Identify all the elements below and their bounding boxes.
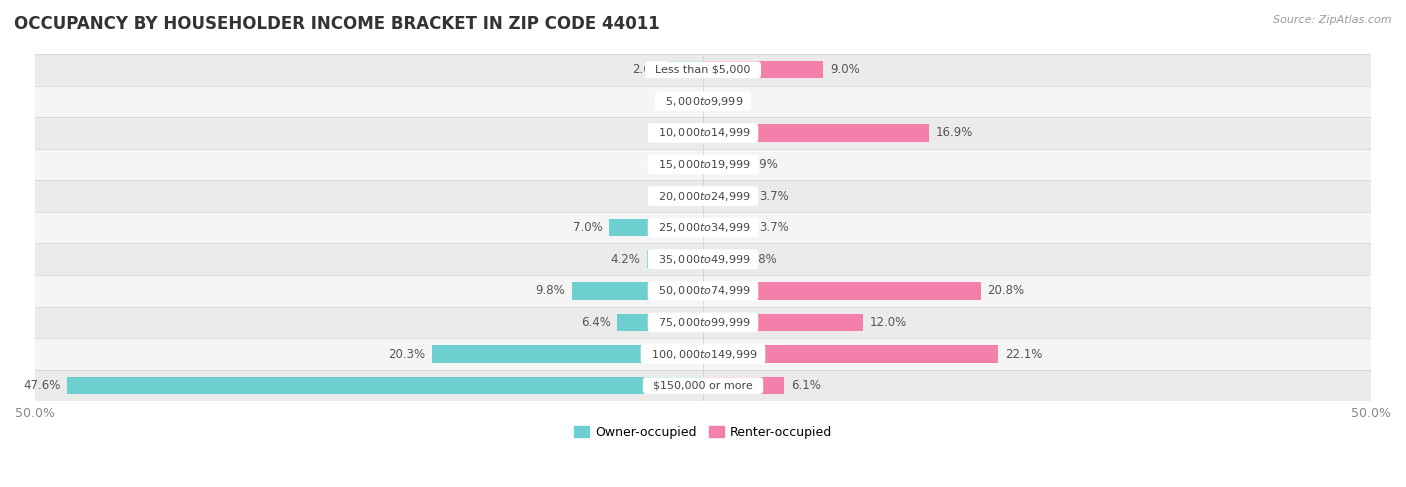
Bar [35,54,1371,86]
Bar [703,187,752,205]
Bar [67,377,703,394]
Text: 16.9%: 16.9% [935,127,973,139]
Text: 6.1%: 6.1% [792,379,821,392]
Text: $10,000 to $14,999: $10,000 to $14,999 [651,127,755,139]
Bar [572,282,703,300]
Bar [703,377,785,394]
Text: 20.8%: 20.8% [987,284,1025,298]
Text: $15,000 to $19,999: $15,000 to $19,999 [651,158,755,171]
Bar [35,370,1371,401]
Text: 9.8%: 9.8% [536,284,565,298]
Text: 3.7%: 3.7% [759,189,789,203]
Text: 47.6%: 47.6% [22,379,60,392]
Bar [647,251,703,268]
Bar [703,314,863,331]
Bar [703,124,929,142]
Bar [703,251,741,268]
Text: Less than $5,000: Less than $5,000 [648,65,758,75]
Text: 9.0%: 9.0% [830,63,859,76]
Text: $5,000 to $9,999: $5,000 to $9,999 [658,95,748,108]
Text: $50,000 to $74,999: $50,000 to $74,999 [651,284,755,298]
Legend: Owner-occupied, Renter-occupied: Owner-occupied, Renter-occupied [568,421,838,444]
Text: 2.8%: 2.8% [747,253,778,266]
Bar [703,61,824,78]
Text: 22.1%: 22.1% [1005,348,1042,360]
Bar [432,345,703,363]
Bar [703,219,752,236]
Bar [35,180,1371,212]
Bar [617,314,703,331]
Text: 6.4%: 6.4% [581,316,610,329]
Bar [35,117,1371,149]
Bar [697,187,703,205]
Bar [35,86,1371,117]
Text: OCCUPANCY BY HOUSEHOLDER INCOME BRACKET IN ZIP CODE 44011: OCCUPANCY BY HOUSEHOLDER INCOME BRACKET … [14,15,659,33]
Bar [35,307,1371,338]
Bar [703,282,981,300]
Text: 0.18%: 0.18% [657,95,695,108]
Text: 0.39%: 0.39% [654,189,692,203]
Bar [703,345,998,363]
Text: 1.4%: 1.4% [648,127,678,139]
Bar [685,124,703,142]
Text: 0.0%: 0.0% [710,95,740,108]
Bar [35,149,1371,180]
Bar [35,275,1371,307]
Bar [668,61,703,78]
Text: $75,000 to $99,999: $75,000 to $99,999 [651,316,755,329]
Text: $150,000 or more: $150,000 or more [647,381,759,391]
Text: 20.3%: 20.3% [388,348,425,360]
Text: 12.0%: 12.0% [870,316,907,329]
Text: Source: ZipAtlas.com: Source: ZipAtlas.com [1274,15,1392,25]
Text: 7.0%: 7.0% [574,221,603,234]
Bar [35,212,1371,244]
Bar [699,156,703,173]
Bar [609,219,703,236]
Text: $100,000 to $149,999: $100,000 to $149,999 [644,348,762,360]
Text: $25,000 to $34,999: $25,000 to $34,999 [651,221,755,234]
Text: 3.7%: 3.7% [759,221,789,234]
Text: 4.2%: 4.2% [610,253,640,266]
Text: 2.9%: 2.9% [748,158,779,171]
Bar [35,338,1371,370]
Text: 0.34%: 0.34% [655,158,692,171]
Text: $35,000 to $49,999: $35,000 to $49,999 [651,253,755,266]
Bar [700,93,703,110]
Text: 2.6%: 2.6% [631,63,662,76]
Bar [703,156,742,173]
Bar [35,244,1371,275]
Text: $20,000 to $24,999: $20,000 to $24,999 [651,189,755,203]
